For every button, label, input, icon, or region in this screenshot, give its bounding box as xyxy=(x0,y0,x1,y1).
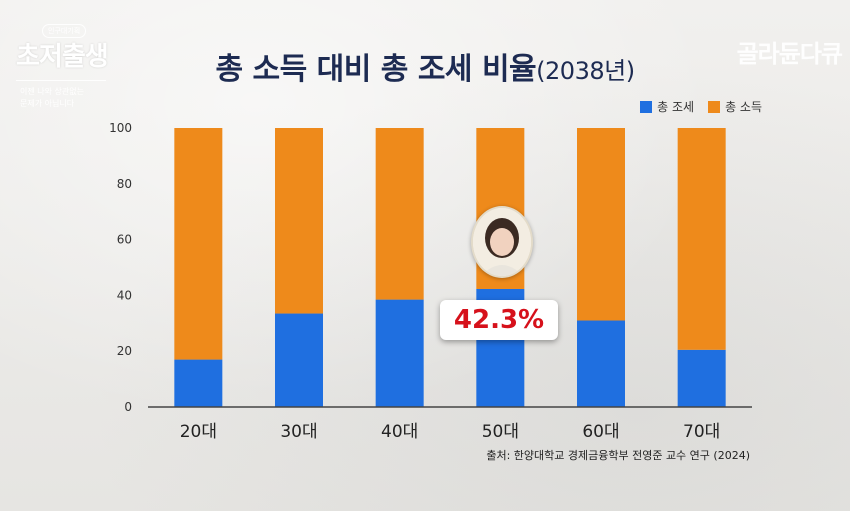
x-category-label: 40대 xyxy=(381,422,418,442)
bar-income-segment xyxy=(577,128,625,321)
y-tick-label: 20 xyxy=(117,344,132,358)
x-category-label: 20대 xyxy=(180,422,217,442)
y-tick-label: 0 xyxy=(124,400,132,414)
x-category-label: 50대 xyxy=(482,422,519,442)
program-name: 초저출생 xyxy=(16,42,109,72)
bar-income-segment xyxy=(275,128,323,314)
y-tick-label: 100 xyxy=(109,121,132,135)
bar-tax-segment xyxy=(375,299,424,407)
y-tick-label: 80 xyxy=(117,177,132,191)
bar-income-segment xyxy=(677,128,726,350)
chart-title-main: 총 소득 대비 총 조세 비율 xyxy=(215,52,537,87)
legend-swatch-tax xyxy=(640,100,653,113)
bar-income-segment xyxy=(174,128,223,360)
bar-tax-segment xyxy=(174,359,223,407)
source-note: 출처: 한양대학교 경제금융학부 전영준 교수 연구 (2024) xyxy=(486,449,750,462)
legend-item-tax: 총 조세 xyxy=(640,98,694,115)
x-category-label: 70대 xyxy=(683,422,720,442)
speaker-portrait-icon xyxy=(473,208,531,276)
y-tick-label: 60 xyxy=(117,233,132,247)
logo-line xyxy=(16,80,106,81)
chart-title-year: (2038년) xyxy=(536,57,635,85)
channel-logo: 골라듄다큐 xyxy=(736,40,843,68)
legend-item-income: 총 소득 xyxy=(708,98,762,115)
program-subtitle-2: 문제가 아닙니다 xyxy=(20,99,75,108)
program-subtitle-1: 이젠 나와 상관없는 xyxy=(20,87,84,96)
x-category-label: 30대 xyxy=(280,422,317,442)
bar-tax-segment xyxy=(677,349,726,407)
chart-legend: 총 조세 총 소득 xyxy=(640,98,762,115)
x-category-label: 60대 xyxy=(582,422,619,442)
y-tick-label: 40 xyxy=(117,288,132,302)
program-pill: 인구대기획 xyxy=(42,24,87,38)
chart-title: 총 소득 대비 총 조세 비율(2038년) xyxy=(0,44,850,88)
bar-income-segment xyxy=(375,128,424,300)
program-logo: 인구대기획 초저출생 이젠 나와 상관없는 문제가 아닙니다 xyxy=(12,20,122,120)
speaker-avatar xyxy=(471,206,533,278)
bar-tax-segment xyxy=(577,320,625,407)
legend-swatch-income xyxy=(708,100,721,113)
legend-label-income: 총 소득 xyxy=(725,100,762,114)
highlight-value-callout: 42.3% xyxy=(440,300,558,340)
bar-tax-segment xyxy=(275,313,323,407)
legend-label-tax: 총 조세 xyxy=(657,100,695,114)
